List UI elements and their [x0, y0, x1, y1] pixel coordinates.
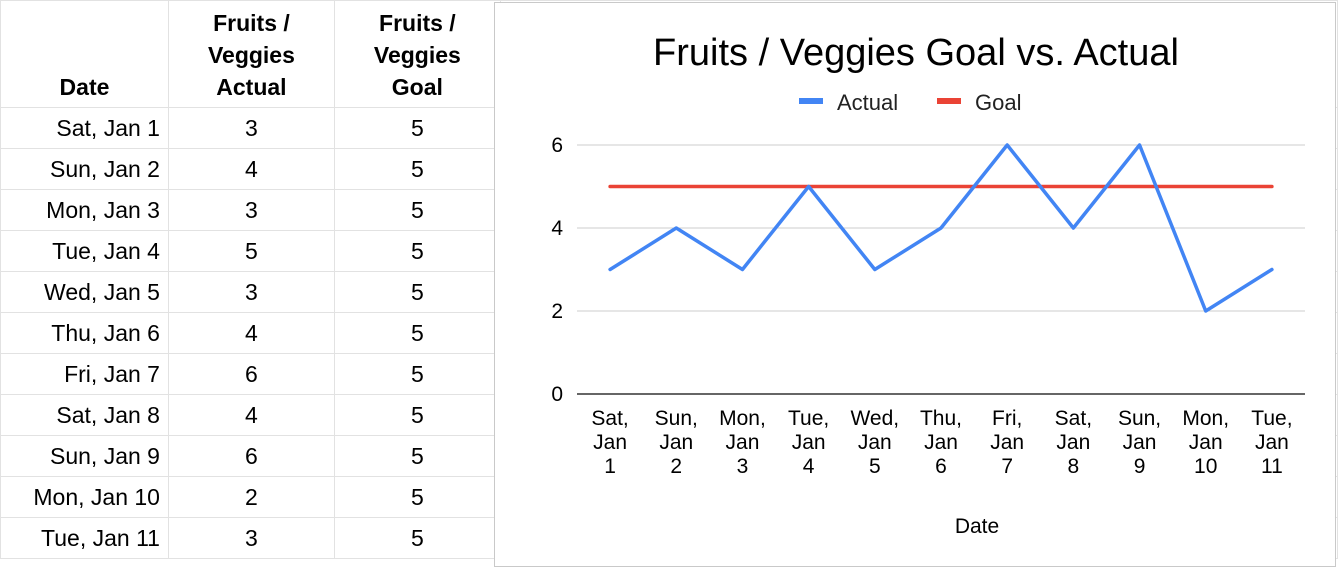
goal-cell[interactable]: 5	[333, 148, 501, 190]
x-tick-label: Sun,	[655, 407, 698, 430]
x-tick-label: Sat,	[591, 407, 628, 430]
date-cell[interactable]: Tue, Jan 11	[0, 517, 169, 559]
x-tick-label: 1	[604, 455, 616, 478]
x-tick-label: 4	[803, 455, 815, 478]
x-tick-label: Jan	[1123, 431, 1157, 454]
chart-canvas: Fruits / Veggies Goal vs. Actual Actual Go…	[551, 32, 1305, 538]
header-goal-line: Veggies	[373, 42, 461, 68]
goal-cell[interactable]: 5	[333, 353, 501, 395]
date-cell[interactable]: Tue, Jan 4	[0, 230, 169, 272]
x-tick-label: Mon,	[1182, 407, 1229, 430]
actual-cell[interactable]: 4	[167, 394, 335, 436]
header-goal[interactable]: Fruits / Veggies Goal	[333, 0, 501, 108]
goal-cell[interactable]: 5	[333, 394, 501, 436]
date-cell[interactable]: Sat, Jan 1	[0, 107, 169, 149]
legend-swatch-goal	[937, 98, 961, 104]
x-tick-label: Jan	[924, 431, 958, 454]
line-chart[interactable]: Fruits / Veggies Goal vs. Actual Actual Go…	[494, 2, 1336, 567]
x-tick-label: 7	[1001, 455, 1013, 478]
y-tick-label: 2	[551, 300, 563, 323]
actual-cell[interactable]: 6	[167, 353, 335, 395]
actual-cell[interactable]: 6	[167, 435, 335, 477]
series-line-actual	[608, 143, 1274, 313]
x-tick-label: Jan	[726, 431, 760, 454]
x-tick-label: 6	[935, 455, 947, 478]
actual-cell[interactable]: 4	[167, 312, 335, 354]
header-date[interactable]: Date	[0, 0, 169, 108]
x-tick-label: Jan	[990, 431, 1024, 454]
date-cell[interactable]: Sun, Jan 9	[0, 435, 169, 477]
y-tick-label: 6	[551, 134, 563, 157]
date-cell[interactable]: Thu, Jan 6	[0, 312, 169, 354]
y-tick-label: 0	[551, 383, 563, 406]
header-actual[interactable]: Fruits / Veggies Actual	[167, 0, 335, 108]
goal-cell[interactable]: 5	[333, 107, 501, 149]
date-cell[interactable]: Fri, Jan 7	[0, 353, 169, 395]
x-tick-label: Jan	[593, 431, 627, 454]
x-tick-label: Fri,	[992, 407, 1022, 430]
x-tick-label: Jan	[1056, 431, 1090, 454]
x-tick-label: Sat,	[1055, 407, 1092, 430]
x-tick-label: Jan	[858, 431, 892, 454]
date-cell[interactable]: Sat, Jan 8	[0, 394, 169, 436]
x-tick-label: Jan	[792, 431, 826, 454]
goal-cell[interactable]: 5	[333, 476, 501, 518]
goal-cell[interactable]: 5	[333, 189, 501, 231]
header-actual-line: Fruits /	[213, 10, 290, 36]
x-tick-label: Mon,	[719, 407, 766, 430]
date-cell[interactable]: Mon, Jan 3	[0, 189, 169, 231]
legend-label-actual: Actual	[837, 90, 898, 115]
header-goal-line: Goal	[391, 74, 443, 100]
x-tick-label: Jan	[1189, 431, 1223, 454]
actual-cell[interactable]: 3	[167, 189, 335, 231]
x-tick-label: Tue,	[788, 407, 829, 430]
date-cell[interactable]: Mon, Jan 10	[0, 476, 169, 518]
actual-cell[interactable]: 3	[167, 271, 335, 313]
actual-cell[interactable]: 4	[167, 148, 335, 190]
header-actual-line: Actual	[216, 74, 287, 100]
actual-cell[interactable]: 3	[167, 107, 335, 149]
x-tick-label: 5	[869, 455, 881, 478]
y-tick-label: 4	[551, 217, 563, 240]
x-tick-label: 10	[1194, 455, 1217, 478]
header-actual-line: Veggies	[207, 42, 295, 68]
actual-cell[interactable]: 2	[167, 476, 335, 518]
legend-label-goal: Goal	[975, 90, 1021, 115]
goal-cell[interactable]: 5	[333, 271, 501, 313]
x-axis-title: Date	[955, 515, 999, 538]
chart-title: Fruits / Veggies Goal vs. Actual	[653, 32, 1179, 74]
x-tick-label: Sun,	[1118, 407, 1161, 430]
x-tick-label: 8	[1068, 455, 1080, 478]
actual-cell[interactable]: 5	[167, 230, 335, 272]
goal-cell[interactable]: 5	[333, 435, 501, 477]
x-tick-label: 3	[737, 455, 749, 478]
x-tick-label: 2	[670, 455, 682, 478]
goal-cell[interactable]: 5	[333, 517, 501, 559]
x-tick-label: 11	[1261, 455, 1283, 478]
x-tick-label: 9	[1134, 455, 1146, 478]
x-tick-label: Jan	[659, 431, 693, 454]
x-tick-label: Tue,	[1251, 407, 1292, 430]
goal-cell[interactable]: 5	[333, 312, 501, 354]
x-tick-label: Thu,	[920, 407, 962, 430]
header-goal-line: Fruits /	[379, 10, 456, 36]
x-tick-label: Wed,	[850, 407, 899, 430]
date-cell[interactable]: Sun, Jan 2	[0, 148, 169, 190]
goal-cell[interactable]: 5	[333, 230, 501, 272]
legend-swatch-actual	[799, 98, 823, 104]
date-cell[interactable]: Wed, Jan 5	[0, 271, 169, 313]
x-tick-label: Jan	[1255, 431, 1289, 454]
actual-cell[interactable]: 3	[167, 517, 335, 559]
